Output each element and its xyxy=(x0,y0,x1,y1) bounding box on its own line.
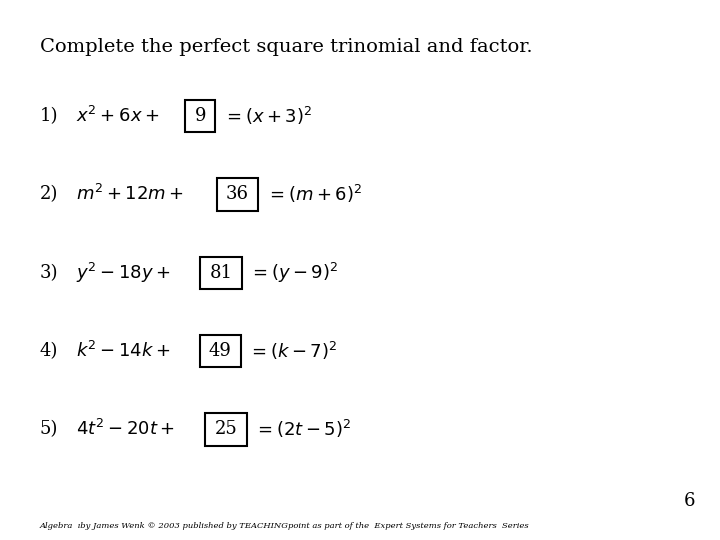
Text: $= (m + 6)^2$: $= (m + 6)^2$ xyxy=(266,184,361,205)
FancyBboxPatch shape xyxy=(200,256,242,289)
FancyBboxPatch shape xyxy=(185,100,215,132)
Text: 49: 49 xyxy=(209,342,232,360)
Text: $m^2 + 12m + $: $m^2 + 12m + $ xyxy=(76,184,184,205)
Text: $= (k - 7)^2$: $= (k - 7)^2$ xyxy=(248,340,338,362)
Text: 9: 9 xyxy=(194,107,206,125)
Text: 5): 5) xyxy=(40,420,58,438)
Text: $4t^2 - 20t + $: $4t^2 - 20t + $ xyxy=(76,419,174,440)
Text: $= (2t - 5)^2$: $= (2t - 5)^2$ xyxy=(254,418,351,440)
FancyBboxPatch shape xyxy=(199,335,241,367)
FancyBboxPatch shape xyxy=(205,413,247,446)
Text: 25: 25 xyxy=(215,420,238,438)
Text: 81: 81 xyxy=(210,264,233,282)
Text: $= (x + 3)^2$: $= (x + 3)^2$ xyxy=(222,105,312,127)
Text: 36: 36 xyxy=(226,185,249,204)
Text: $= (y - 9)^2$: $= (y - 9)^2$ xyxy=(249,261,338,285)
Text: 6: 6 xyxy=(683,492,695,510)
Text: 4): 4) xyxy=(40,342,58,360)
Text: 1): 1) xyxy=(40,107,58,125)
Text: 2): 2) xyxy=(40,185,58,204)
Text: Algebra  ıby James Wenk © 2003 published by TEACHINGpoint as part of the  Expert: Algebra ıby James Wenk © 2003 published … xyxy=(40,522,529,530)
Text: 3): 3) xyxy=(40,264,58,282)
Text: $x^2 + 6x + $: $x^2 + 6x + $ xyxy=(76,106,159,126)
Text: $k^2 - 14k + $: $k^2 - 14k + $ xyxy=(76,341,170,361)
Text: $y^2 - 18y + $: $y^2 - 18y + $ xyxy=(76,261,171,285)
Text: Complete the perfect square trinomial and factor.: Complete the perfect square trinomial an… xyxy=(40,38,532,56)
FancyBboxPatch shape xyxy=(217,178,258,211)
